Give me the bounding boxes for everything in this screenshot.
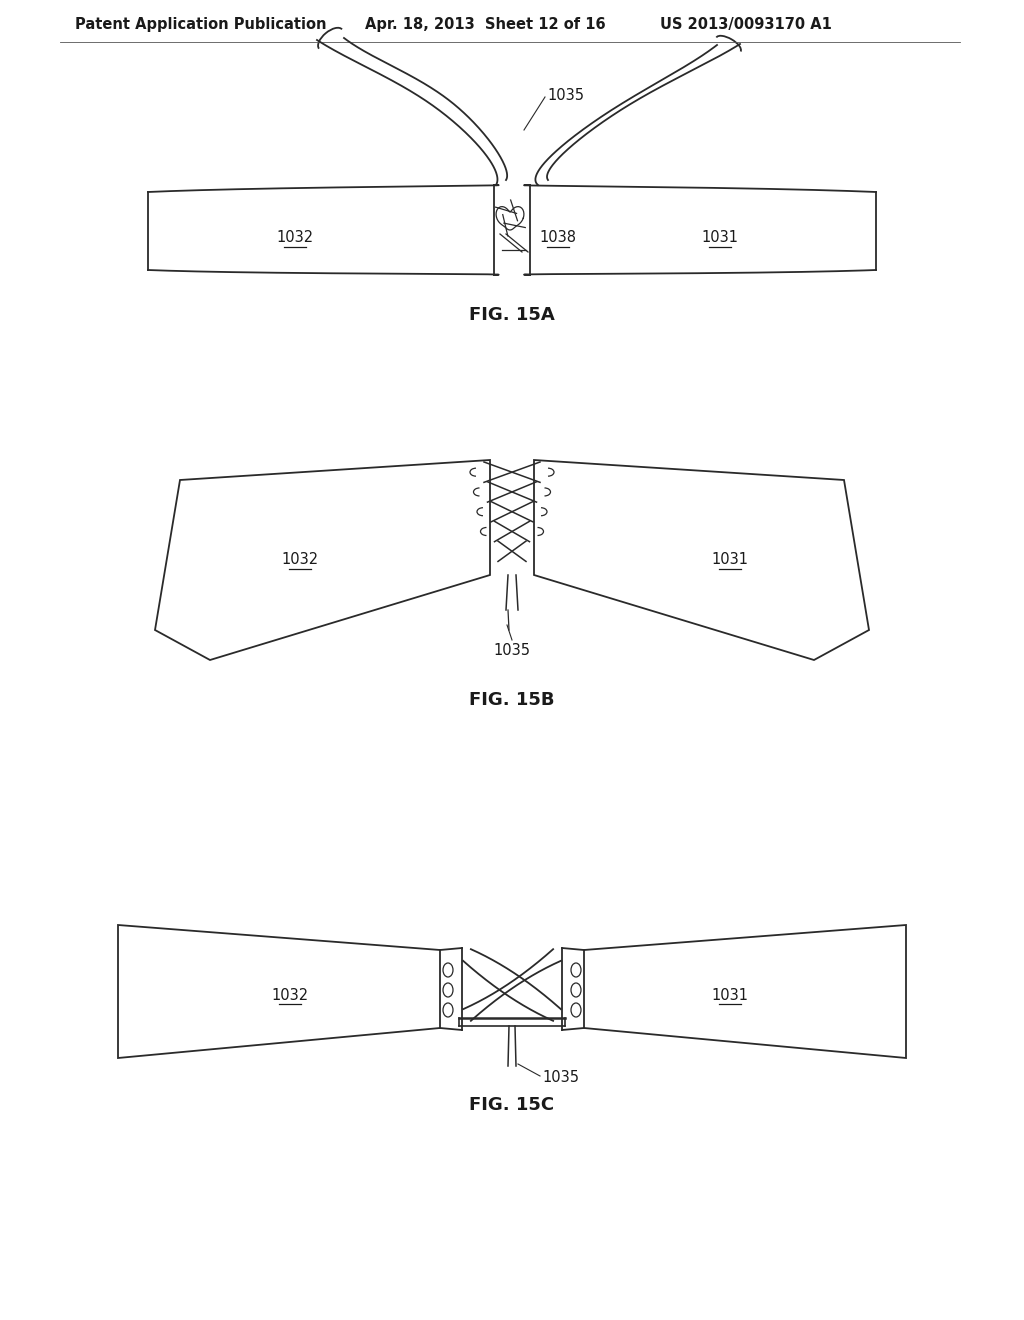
Text: 1035: 1035 xyxy=(542,1071,579,1085)
Text: 1032: 1032 xyxy=(276,231,313,246)
Text: 1035: 1035 xyxy=(547,87,584,103)
Text: 1032: 1032 xyxy=(271,987,308,1002)
Text: 1031: 1031 xyxy=(712,987,749,1002)
Text: Patent Application Publication: Patent Application Publication xyxy=(75,17,327,33)
Text: 1035: 1035 xyxy=(494,643,530,657)
Text: 1031: 1031 xyxy=(701,231,738,246)
Text: 1038: 1038 xyxy=(540,231,577,246)
Text: FIG. 15C: FIG. 15C xyxy=(469,1096,555,1114)
Text: FIG. 15B: FIG. 15B xyxy=(469,690,555,709)
Text: US 2013/0093170 A1: US 2013/0093170 A1 xyxy=(660,17,831,33)
Text: 1031: 1031 xyxy=(712,553,749,568)
Text: 1032: 1032 xyxy=(282,553,318,568)
Text: FIG. 15A: FIG. 15A xyxy=(469,306,555,323)
Text: Apr. 18, 2013  Sheet 12 of 16: Apr. 18, 2013 Sheet 12 of 16 xyxy=(365,17,605,33)
